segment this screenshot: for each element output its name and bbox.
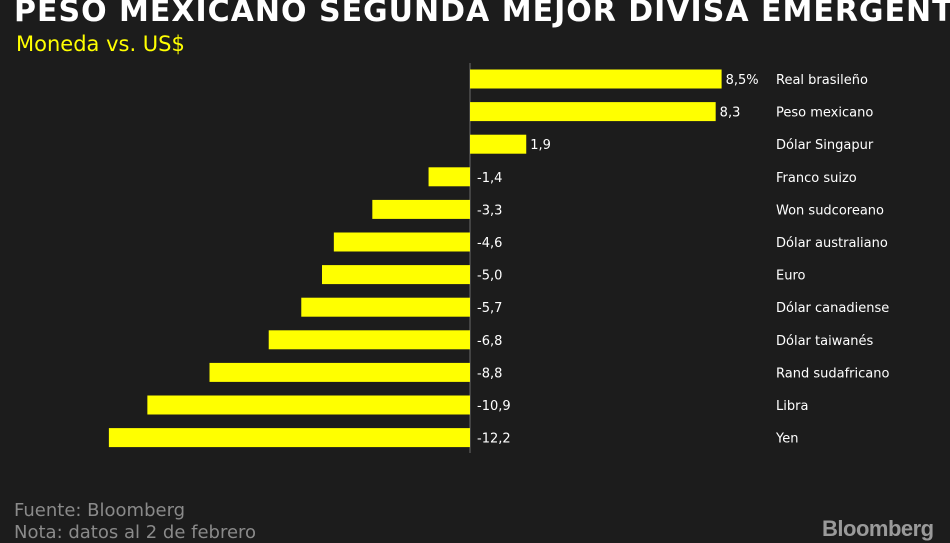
- data-label: -10,9: [477, 399, 511, 414]
- bar: [108, 428, 470, 448]
- bar: [372, 199, 470, 219]
- data-label: 8,3: [720, 106, 741, 121]
- source-note: Fuente: Bloomberg: [14, 500, 186, 521]
- bar: [470, 102, 716, 122]
- category-label: Dólar taiwanés: [776, 334, 874, 349]
- category-label: Dólar australiano: [776, 236, 888, 251]
- bar: [470, 134, 527, 154]
- bar: [322, 265, 470, 285]
- bar: [268, 330, 470, 350]
- data-label: -5,7: [477, 301, 502, 316]
- date-note: Nota: datos al 2 de febrero: [14, 522, 257, 543]
- category-label: Rand sudafricano: [776, 366, 889, 381]
- category-label: Yen: [775, 432, 798, 447]
- category-label: Real brasileño: [776, 73, 868, 88]
- data-label: -3,3: [477, 203, 502, 218]
- data-label: -4,6: [477, 236, 502, 251]
- category-label: Dólar canadiense: [776, 301, 889, 316]
- data-label: -8,8: [477, 366, 502, 381]
- category-label: Franco suizo: [776, 171, 857, 186]
- chart-title: PESO MEXICANO SEGUNDA MEJOR DIVISA EMERG…: [14, 0, 950, 29]
- data-label: 8,5%: [726, 73, 759, 88]
- data-label: 1,9: [530, 138, 551, 153]
- bar: [209, 362, 470, 382]
- category-label: Euro: [776, 269, 806, 284]
- data-label: -5,0: [477, 269, 502, 284]
- category-label: Peso mexicano: [776, 106, 873, 121]
- bar: [333, 232, 470, 252]
- bar: [301, 297, 470, 317]
- category-label: Dólar Singapur: [776, 138, 874, 153]
- data-label: -1,4: [477, 171, 502, 186]
- category-label: Won sudcoreano: [776, 203, 884, 218]
- data-label: -12,2: [477, 432, 511, 447]
- bar: [470, 69, 722, 89]
- bar: [428, 167, 470, 187]
- data-label: -6,8: [477, 334, 502, 349]
- bloomberg-logo: Bloomberg: [822, 516, 934, 541]
- chart-subtitle: Moneda vs. US$: [16, 32, 185, 56]
- bar: [147, 395, 471, 415]
- category-label: Libra: [776, 399, 808, 414]
